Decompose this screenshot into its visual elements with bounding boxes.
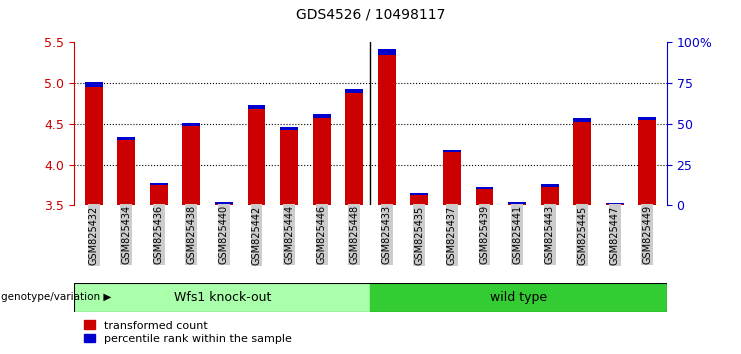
Bar [541, 184, 559, 187]
Bar [150, 183, 167, 185]
Text: GSM825445: GSM825445 [577, 205, 587, 264]
Bar [411, 195, 428, 205]
Text: GSM825444: GSM825444 [284, 205, 294, 264]
Text: GSM825449: GSM825449 [642, 205, 652, 264]
Bar [182, 123, 200, 126]
Bar [508, 204, 526, 205]
Text: GSM825442: GSM825442 [251, 205, 262, 264]
Text: wild type: wild type [490, 291, 548, 304]
Legend: transformed count, percentile rank within the sample: transformed count, percentile rank withi… [79, 316, 296, 348]
Bar [443, 150, 461, 152]
Bar [370, 283, 667, 312]
Bar [215, 202, 233, 204]
Text: GSM825441: GSM825441 [512, 205, 522, 264]
Bar [247, 109, 265, 205]
Bar [639, 120, 657, 205]
Bar [84, 82, 102, 87]
Bar [345, 89, 363, 93]
Text: GSM825446: GSM825446 [316, 205, 327, 264]
Bar [247, 105, 265, 109]
Bar [117, 137, 135, 140]
Bar [476, 189, 494, 205]
Bar [84, 87, 102, 205]
Bar [639, 118, 657, 120]
Bar [74, 283, 371, 312]
Text: GSM825443: GSM825443 [545, 205, 555, 264]
Bar [313, 114, 330, 118]
Text: GSM825432: GSM825432 [89, 205, 99, 264]
Text: GSM825436: GSM825436 [154, 205, 164, 264]
Text: Wfs1 knock-out: Wfs1 knock-out [173, 291, 271, 304]
Text: GSM825448: GSM825448 [349, 205, 359, 264]
Bar [443, 152, 461, 205]
Bar [345, 93, 363, 205]
Bar [411, 193, 428, 195]
Text: GSM825438: GSM825438 [186, 205, 196, 264]
Text: GSM825440: GSM825440 [219, 205, 229, 264]
Bar [574, 122, 591, 205]
Bar [574, 118, 591, 122]
Text: genotype/variation ▶: genotype/variation ▶ [1, 292, 111, 302]
Bar [606, 203, 624, 204]
Text: GSM825435: GSM825435 [414, 205, 425, 264]
Bar [476, 187, 494, 189]
Bar [606, 204, 624, 205]
Bar [541, 187, 559, 205]
Text: GDS4526 / 10498117: GDS4526 / 10498117 [296, 7, 445, 21]
Bar [378, 55, 396, 205]
Text: GSM825437: GSM825437 [447, 205, 457, 264]
Text: GSM825439: GSM825439 [479, 205, 490, 264]
Text: GSM825447: GSM825447 [610, 205, 619, 264]
Bar [182, 126, 200, 205]
Text: GSM825433: GSM825433 [382, 205, 392, 264]
Bar [280, 127, 298, 130]
Bar [280, 130, 298, 205]
Bar [313, 118, 330, 205]
Bar [508, 202, 526, 204]
Bar [378, 49, 396, 55]
Bar [150, 185, 167, 205]
Text: GSM825434: GSM825434 [122, 205, 131, 264]
Bar [215, 204, 233, 205]
Bar [117, 140, 135, 205]
